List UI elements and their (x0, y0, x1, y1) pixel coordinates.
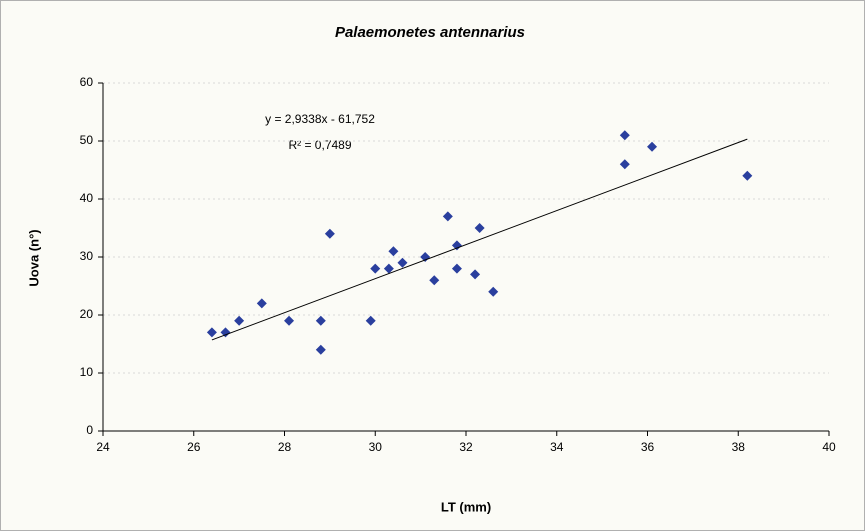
x-tick-label: 26 (187, 440, 201, 454)
point (234, 315, 245, 326)
trend-equation: y = 2,9338x - 61,752 (265, 112, 375, 126)
point (388, 246, 399, 257)
x-tick-label: 32 (459, 440, 473, 454)
point (470, 269, 481, 280)
point (451, 263, 462, 274)
y-tick-label: 20 (80, 307, 94, 321)
x-axis-title: LT (mm) (441, 499, 491, 514)
trend-r2: R² = 0,7489 (288, 138, 351, 152)
y-tick-label: 40 (80, 191, 94, 205)
x-tick-label: 28 (278, 440, 292, 454)
point (397, 257, 408, 268)
y-tick-label: 0 (86, 423, 93, 437)
x-tick-label: 38 (732, 440, 746, 454)
point (220, 327, 231, 338)
trendline (211, 138, 748, 341)
point (488, 286, 499, 297)
x-tick-label: 24 (96, 440, 110, 454)
point (315, 344, 326, 355)
x-tick-label: 34 (550, 440, 564, 454)
point (284, 315, 295, 326)
x-tick-label: 40 (822, 440, 836, 454)
point (619, 130, 630, 141)
y-tick-label: 60 (80, 75, 94, 89)
point (206, 327, 217, 338)
y-tick-label: 10 (80, 365, 94, 379)
y-axis-title: Uova (n°) (26, 229, 41, 286)
point (474, 223, 485, 233)
point (370, 263, 381, 274)
point (365, 315, 376, 326)
x-tick-label: 30 (369, 440, 383, 454)
point (451, 240, 462, 251)
point (619, 159, 630, 170)
point (324, 228, 335, 239)
point (256, 298, 267, 309)
point (383, 263, 394, 274)
point (442, 211, 453, 222)
point (429, 275, 440, 286)
x-tick-label: 36 (641, 440, 655, 454)
y-tick-label: 50 (80, 133, 94, 147)
y-tick-label: 30 (80, 249, 94, 263)
point (315, 315, 326, 326)
chart-title: Palaemonetes antennarius (335, 24, 525, 41)
point (647, 141, 658, 152)
point (742, 170, 753, 181)
